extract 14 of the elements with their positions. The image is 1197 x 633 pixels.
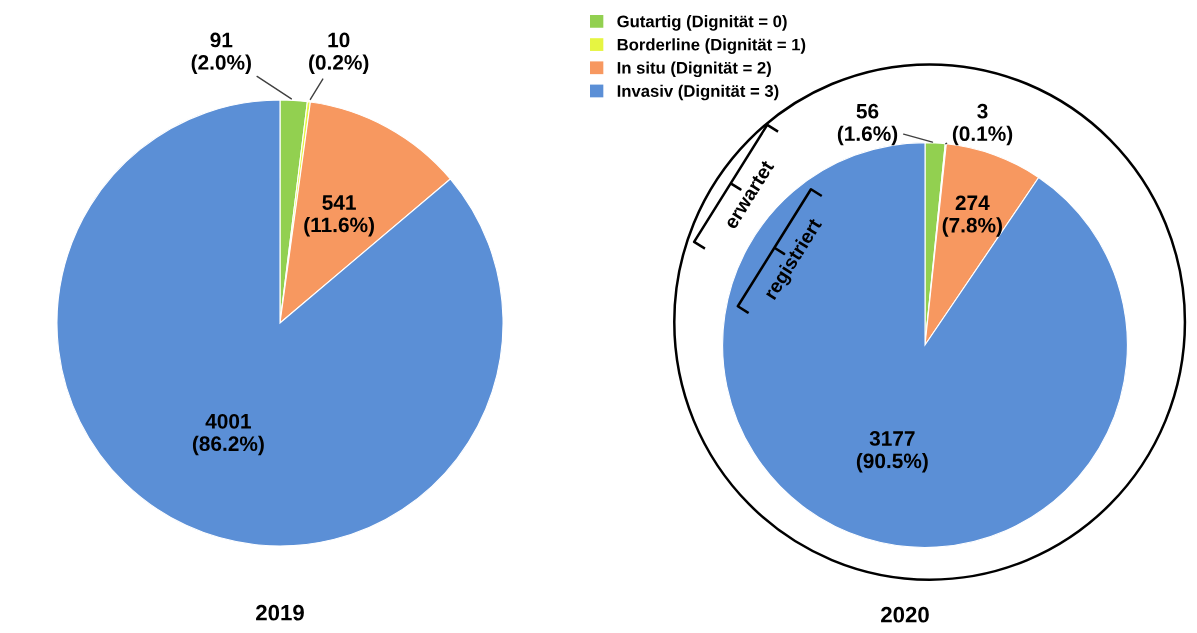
legend-label: Invasiv (Dignität = 3) bbox=[617, 84, 779, 101]
legend-label: In situ (Dignität = 2) bbox=[617, 61, 771, 78]
data-label: 56 (1.6%) bbox=[837, 103, 898, 146]
data-label: 3 (0.1%) bbox=[952, 103, 1013, 146]
text: 2019 bbox=[256, 604, 304, 621]
data-label: 91 (2.0%) bbox=[191, 32, 251, 74]
text: 2020 bbox=[881, 606, 929, 623]
data-label: 3177 (90.5%) bbox=[856, 431, 928, 473]
data-label: 541 (11.6%) bbox=[304, 195, 374, 237]
data-label: 274 (7.8%) bbox=[942, 195, 1002, 237]
data-label: 10 (0.2%) bbox=[309, 32, 369, 74]
data-label: 4001 (86.2%) bbox=[192, 413, 264, 456]
legend-label: Gutartig (Dignität = 0) bbox=[617, 15, 787, 31]
legend-label: Borderline (Dignität = 1) bbox=[617, 38, 806, 54]
